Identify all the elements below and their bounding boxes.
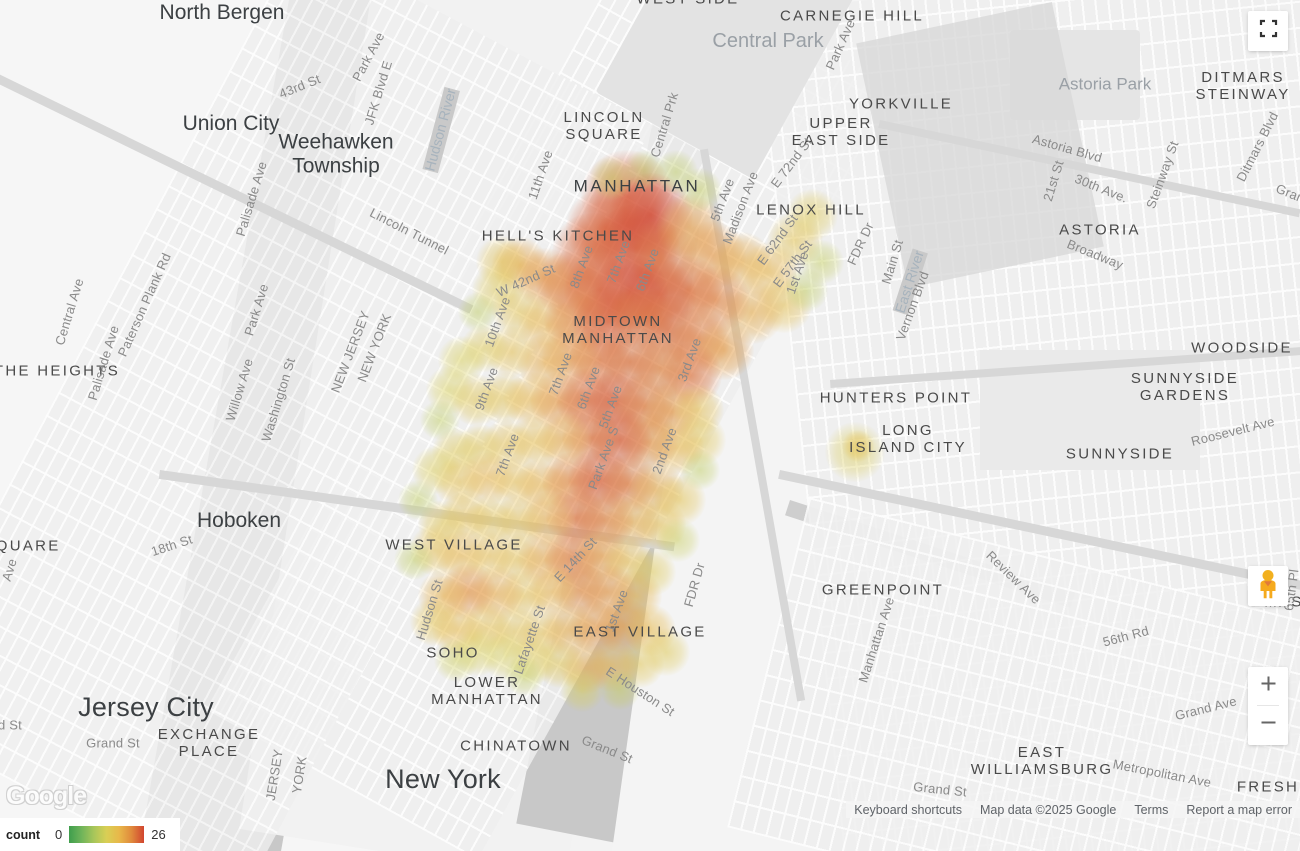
legend-title: count <box>6 827 41 842</box>
legend-min-value: 0 <box>55 827 63 842</box>
legend: count 0 26 <box>0 818 180 851</box>
zoom-controls[interactable] <box>1248 667 1288 745</box>
zoom-divider <box>1257 705 1279 706</box>
keyboard-shortcuts-link[interactable]: Keyboard shortcuts <box>854 802 962 817</box>
google-watermark[interactable]: Google <box>6 781 87 810</box>
attribution-bar: Keyboard shortcuts Map data ©2025 Google… <box>846 801 1300 818</box>
legend-color-bar <box>69 826 145 843</box>
map-data-text: Map data ©2025 Google <box>979 802 1117 817</box>
pegman-button[interactable] <box>1248 566 1288 606</box>
google-logo-text: Google <box>6 781 87 810</box>
report-map-error-link[interactable]: Report a map error <box>1186 802 1292 817</box>
legend-title-box: count <box>0 818 48 851</box>
minus-icon <box>1260 714 1277 736</box>
zoom-out-button[interactable] <box>1248 706 1288 744</box>
fullscreen-icon <box>1259 19 1278 43</box>
terms-link[interactable]: Terms <box>1134 802 1169 817</box>
zoom-in-button[interactable] <box>1248 667 1288 705</box>
fullscreen-button[interactable] <box>1248 11 1288 51</box>
pegman-icon <box>1255 569 1281 604</box>
plus-icon <box>1260 675 1277 697</box>
legend-max-value: 26 <box>151 827 166 842</box>
legend-body: 0 26 <box>47 818 180 851</box>
